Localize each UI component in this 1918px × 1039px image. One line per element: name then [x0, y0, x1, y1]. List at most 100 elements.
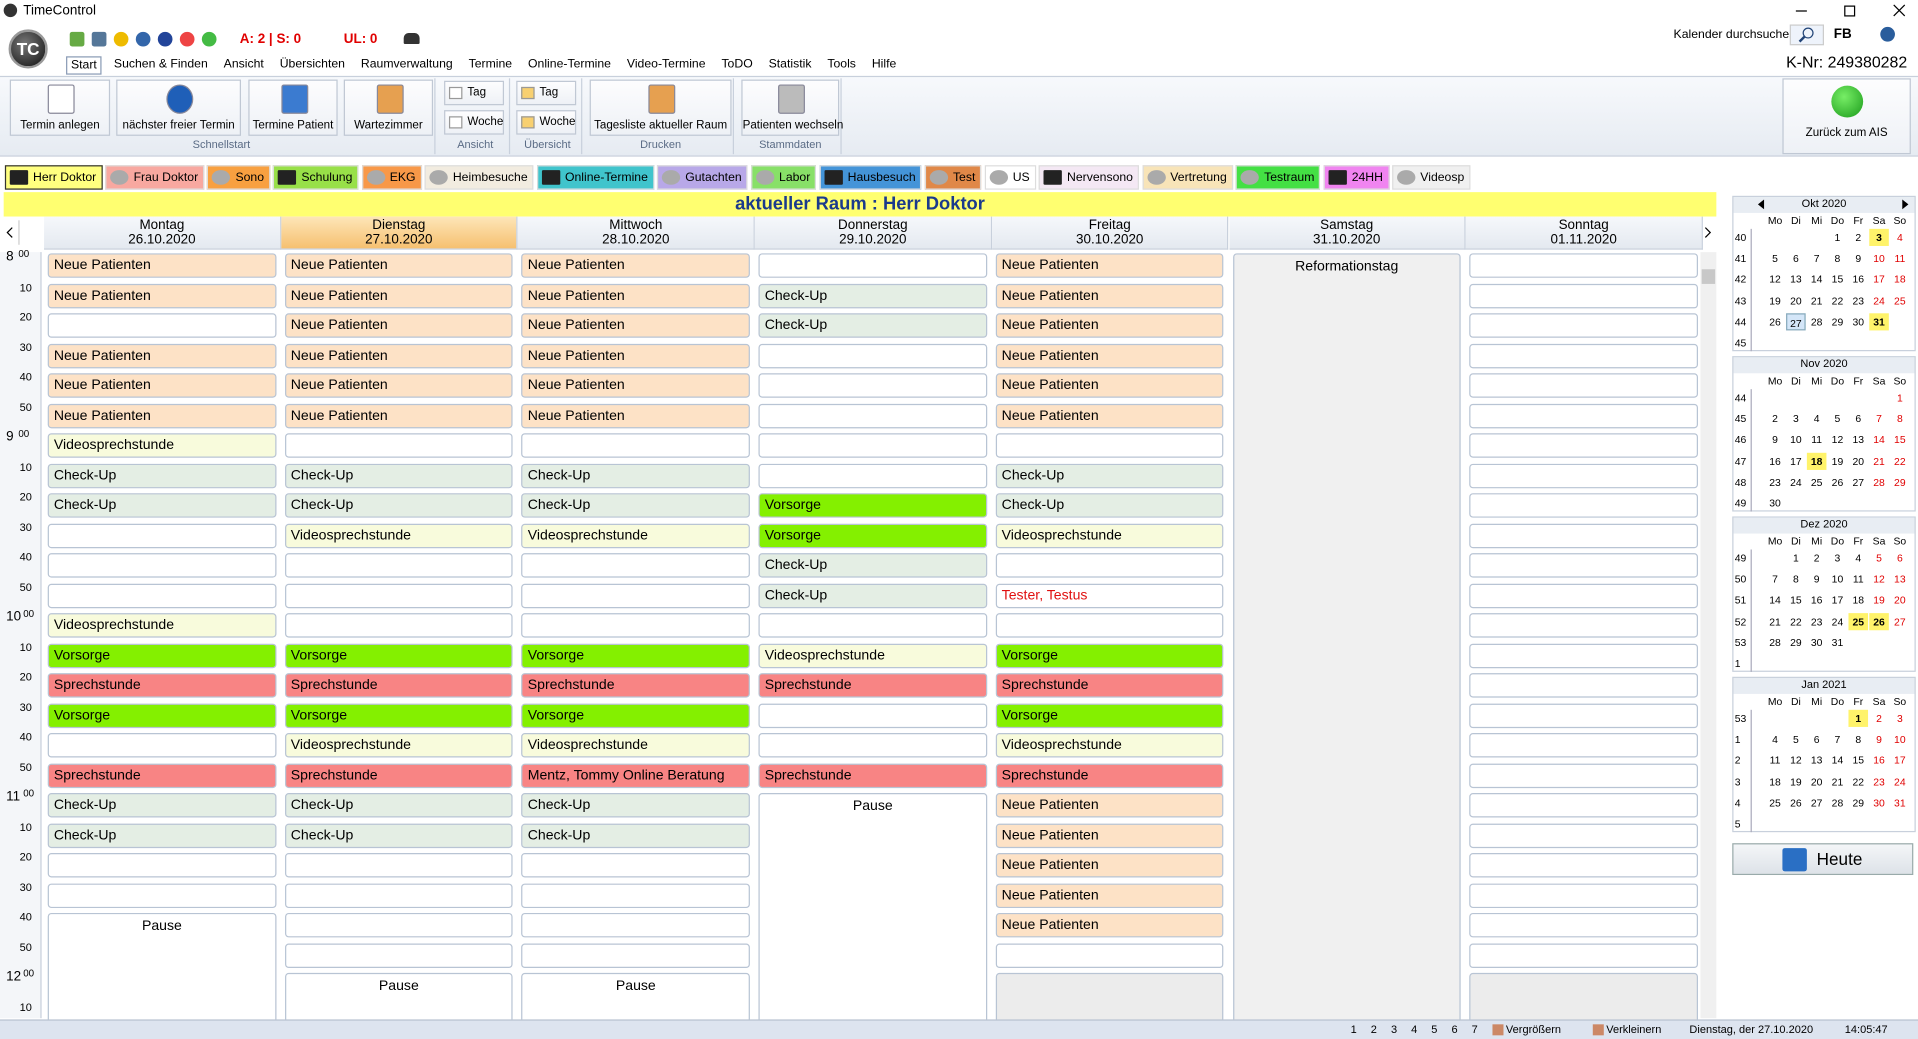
room-tab[interactable]: Nervensono	[1038, 165, 1140, 190]
calendar-day[interactable]: 29	[1790, 636, 1802, 649]
schedule-block[interactable]: Pause	[521, 972, 751, 1024]
calendar-day[interactable]: 14	[1873, 433, 1885, 446]
today-button[interactable]: Heute	[1732, 843, 1914, 876]
appointment[interactable]: Neue Patienten	[521, 373, 751, 398]
calendar-day[interactable]: 23	[1769, 475, 1781, 489]
page-button[interactable]: 7	[1471, 1023, 1478, 1036]
empty-slot[interactable]	[1469, 583, 1698, 608]
appointment[interactable]: Check-Up	[47, 463, 277, 488]
appointment[interactable]: Check-Up	[284, 493, 514, 518]
appointment[interactable]: Neue Patienten	[284, 373, 514, 398]
menu-item[interactable]: Ansicht	[223, 57, 264, 71]
calendar-day[interactable]: 5	[1876, 551, 1882, 565]
calendar-day[interactable]: 20	[1810, 775, 1823, 788]
menu-item[interactable]: Tools	[827, 57, 856, 71]
appointment[interactable]: Videosprechstunde	[995, 733, 1224, 758]
calendar-day[interactable]: 31	[1831, 636, 1844, 649]
calendar-day[interactable]: 9	[1772, 433, 1778, 446]
calendar-day[interactable]: 5	[1834, 412, 1841, 425]
page-button[interactable]: 3	[1390, 1023, 1398, 1036]
menu-item[interactable]: Video-Termine	[626, 57, 706, 71]
appointment[interactable]: Vorsorge	[284, 703, 514, 728]
calendar-day[interactable]: 10	[1790, 433, 1802, 446]
calendar-day[interactable]: 19	[1831, 454, 1844, 467]
calendar-day[interactable]: 12	[1873, 572, 1885, 586]
calendar-day[interactable]: 1	[1896, 391, 1903, 404]
appointment[interactable]: Videosprechstunde	[521, 523, 751, 548]
appointment[interactable]: Neue Patienten	[995, 852, 1224, 878]
menu-item[interactable]: Raumverwaltung	[360, 57, 453, 71]
app-logo[interactable]: TC	[8, 29, 48, 69]
calendar-day[interactable]: 22	[1894, 454, 1906, 467]
empty-slot[interactable]	[284, 433, 514, 458]
calendar-day[interactable]: 28	[1873, 475, 1885, 489]
menu-item[interactable]: Suchen & Finden	[113, 57, 208, 71]
schedule-block[interactable]: Reformationstag	[1232, 253, 1461, 1024]
icon[interactable]	[91, 31, 107, 47]
calendar-day[interactable]: 30	[1810, 636, 1823, 649]
empty-slot[interactable]	[1469, 403, 1698, 428]
calendar-day[interactable]: 6	[1855, 412, 1862, 425]
empty-slot[interactable]	[1469, 613, 1698, 638]
empty-slot[interactable]	[995, 613, 1224, 638]
calendar-day[interactable]: 6	[1813, 733, 1820, 746]
calendar-day[interactable]: 1	[1792, 551, 1799, 565]
appointment[interactable]: Check-Up	[521, 493, 751, 518]
calendar-day[interactable]: 12	[1790, 754, 1802, 767]
calendar-day[interactable]: 5	[1772, 252, 1778, 265]
empty-slot[interactable]	[1469, 343, 1698, 368]
calendar-day[interactable]: 30	[1769, 496, 1781, 510]
month-next[interactable]	[1902, 199, 1909, 210]
appointment[interactable]: Mentz, Tommy Online Beratung	[521, 763, 751, 788]
appointment[interactable]: Neue Patienten	[995, 313, 1224, 338]
schedule-block[interactable]: Pause	[47, 912, 277, 1024]
calendar-day[interactable]: 11	[1769, 754, 1781, 767]
appointment[interactable]: Neue Patienten	[521, 403, 751, 428]
appointment[interactable]: Sprechstunde	[47, 673, 277, 698]
menu-item[interactable]: Termine	[468, 57, 513, 71]
calendar-day[interactable]: 27	[1810, 796, 1823, 809]
calendar-day[interactable]: 8	[1855, 733, 1862, 746]
empty-slot[interactable]	[47, 523, 277, 548]
calendar-day[interactable]: 9	[1855, 252, 1862, 265]
day-header[interactable]: Donnerstag 29.10.2020	[754, 216, 992, 250]
room-tab[interactable]: Heimbesuche	[424, 165, 534, 190]
appointment[interactable]: Neue Patienten	[284, 313, 514, 338]
calendar-day[interactable]: 26	[1769, 315, 1781, 328]
calendar-day[interactable]: 25	[1894, 294, 1906, 307]
calendar-day[interactable]: 22	[1831, 294, 1844, 307]
calendar-day[interactable]: 19	[1769, 294, 1781, 307]
calendar-day[interactable]: 18	[1806, 452, 1827, 470]
ribbon-small-button[interactable]: Tag	[444, 80, 505, 106]
empty-slot[interactable]	[1469, 733, 1698, 758]
appointment[interactable]: Neue Patienten	[521, 313, 751, 338]
search-button[interactable]	[1789, 24, 1824, 46]
calendar-day[interactable]: 15	[1852, 754, 1865, 767]
icon[interactable]	[113, 31, 129, 47]
appointment[interactable]: Neue Patienten	[995, 373, 1224, 398]
calendar-day[interactable]: 2	[1772, 412, 1778, 425]
appointment[interactable]: Neue Patienten	[995, 403, 1224, 428]
room-tab[interactable]: US	[984, 165, 1036, 190]
calendar-day[interactable]: 28	[1769, 636, 1781, 649]
calendar-day[interactable]: 26	[1790, 796, 1802, 809]
appointment[interactable]: Videosprechstunde	[47, 613, 277, 638]
schedule-block[interactable]: Pause	[284, 972, 514, 1024]
calendar-day[interactable]: 4	[1813, 412, 1820, 425]
empty-slot[interactable]	[521, 433, 751, 458]
room-tab[interactable]: Test	[924, 165, 982, 190]
calendar-day[interactable]: 13	[1894, 572, 1906, 586]
page-button[interactable]: 2	[1370, 1023, 1377, 1036]
calendar-day[interactable]: 30	[1873, 796, 1885, 809]
day-header[interactable]: Freitag 30.10.2020	[991, 216, 1229, 250]
calendar-day[interactable]: 23	[1810, 615, 1823, 628]
empty-slot[interactable]	[47, 583, 277, 608]
room-tab[interactable]: Gutachten	[657, 165, 748, 190]
calendar-day[interactable]: 28	[1810, 315, 1823, 328]
empty-slot[interactable]	[521, 583, 751, 608]
empty-slot[interactable]	[284, 553, 514, 578]
calendar-day[interactable]: 15	[1894, 433, 1906, 446]
nav-right[interactable]	[1700, 220, 1717, 244]
empty-slot[interactable]	[47, 553, 277, 578]
room-tab[interactable]: Hausbesuch	[819, 165, 922, 190]
